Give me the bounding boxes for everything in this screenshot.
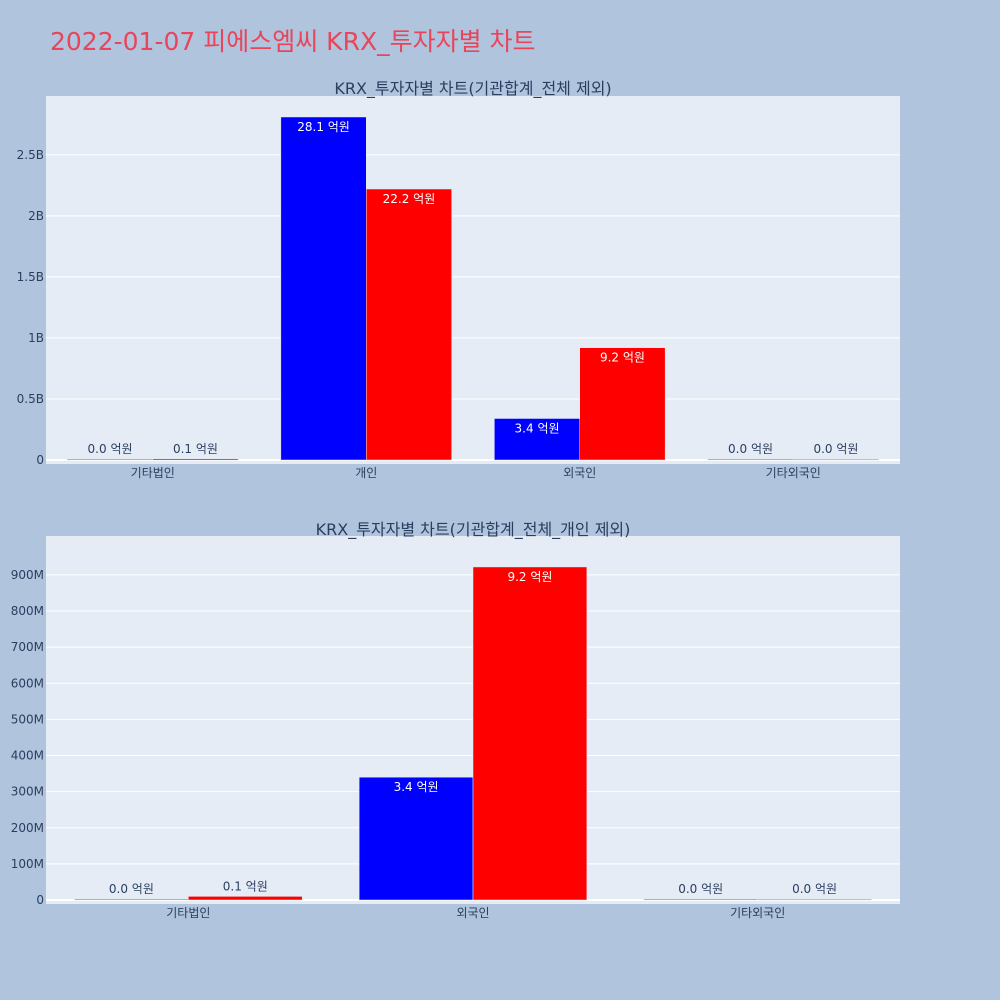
bar-buy — [358, 776, 474, 901]
bar-sell — [793, 458, 879, 461]
x-tick-label: 외국인 — [456, 906, 489, 920]
bar-buy — [74, 898, 189, 901]
bar-sell — [579, 347, 666, 461]
bar-sell — [366, 188, 452, 461]
data-label: 9.2 억원 — [600, 351, 645, 365]
y-tick-label: 2B — [28, 209, 44, 223]
data-label: 0.0 억원 — [728, 442, 773, 456]
bar-buy — [643, 898, 758, 901]
chart-upper: 0 0.5B 1B 1.5B 2B 2.5B KRX_투자자별 차트(기관합계_전체 제외)… — [17, 79, 900, 480]
y-tick-label: 800M — [11, 604, 44, 618]
y-tick-label: 700M — [11, 640, 44, 654]
bar-buy — [67, 458, 153, 461]
data-label: 3.4 억원 — [515, 421, 560, 435]
chart-title: KRX_투자자별 차트(기관합계_전체 제외) — [334, 79, 611, 99]
y-tick-label: 0 — [36, 893, 44, 907]
x-tick-label: 기타법인 — [131, 466, 175, 480]
chart-lower: 0 100M 200M 300M 400M 500M 600M 700M 800M 900M KRX… — [11, 520, 900, 920]
data-label: 0.0 억원 — [88, 442, 133, 456]
y-tick-label: 200M — [11, 821, 44, 835]
data-label: 0.0 억원 — [109, 882, 154, 896]
chart-title: KRX_투자자별 차트(기관합계_전체_개인 제외) — [316, 520, 631, 540]
y-tick-label: 0.5B — [17, 392, 44, 406]
x-tick-label: 외국인 — [563, 466, 596, 480]
x-tick-label: 기타외국인 — [766, 466, 821, 480]
data-label: 9.2 억원 — [507, 570, 552, 584]
y-tick-label: 600M — [11, 676, 44, 690]
y-tick-label: 400M — [11, 749, 44, 763]
y-tick-label: 300M — [11, 785, 44, 799]
bar-sell — [757, 898, 872, 901]
y-tick-label: 100M — [11, 857, 44, 871]
plot-area — [46, 96, 900, 464]
y-tick-label: 900M — [11, 568, 44, 582]
data-label: 0.1 억원 — [223, 879, 268, 893]
bar-buy — [280, 116, 367, 461]
x-tick-label: 개인 — [355, 466, 377, 480]
x-tick-label: 기타법인 — [166, 906, 210, 920]
y-tick-label: 1.5B — [17, 270, 44, 284]
data-label: 3.4 억원 — [394, 780, 439, 794]
data-label: 28.1 억원 — [297, 120, 350, 134]
y-tick-label: 1B — [28, 331, 44, 345]
data-label: 22.2 억원 — [383, 192, 436, 206]
bar-sell — [472, 566, 588, 901]
data-label: 0.1 억원 — [173, 442, 218, 456]
data-label: 0.0 억원 — [678, 882, 723, 896]
y-tick-label: 0 — [36, 453, 44, 467]
y-tick-label: 2.5B — [17, 148, 44, 162]
x-tick-label: 기타외국인 — [730, 906, 785, 920]
bar-sell — [188, 896, 303, 901]
bar-sell — [152, 458, 239, 461]
bar-buy — [707, 458, 794, 461]
data-label: 0.0 억원 — [792, 882, 837, 896]
page-title: 2022-01-07 피에스엠씨 KRX_투자자별 차트 — [50, 27, 536, 56]
y-tick-label: 500M — [11, 712, 44, 726]
data-label: 0.0 억원 — [813, 442, 858, 456]
